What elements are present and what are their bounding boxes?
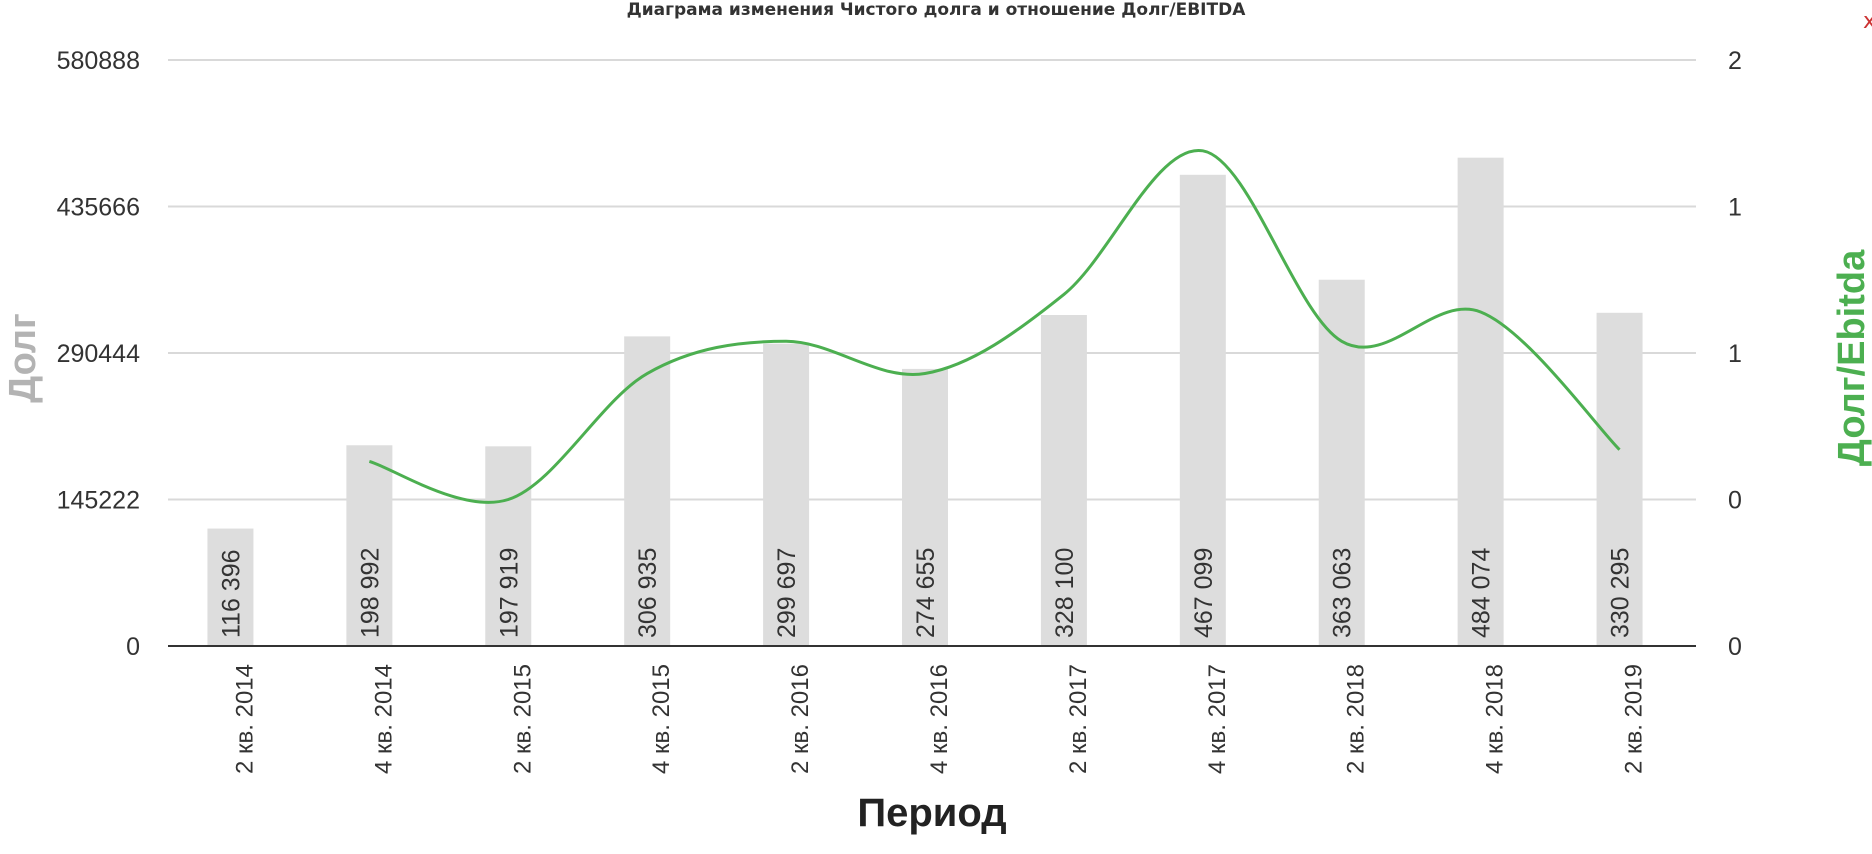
ratio-line [368, 149, 1621, 504]
y2-tick-label: 0 [1728, 487, 1742, 515]
x-tick-label: 4 кв. 2015 [648, 664, 675, 774]
x-tick-label: 4 кв. 2014 [370, 664, 397, 774]
bar-value-label: 330 295 [1607, 548, 1635, 638]
bar-value-label: 299 697 [773, 548, 801, 638]
x-tick-label: 4 кв. 2016 [926, 664, 953, 774]
x-tick-label: 2 кв. 2017 [1065, 664, 1092, 774]
y-tick-label: 290444 [57, 340, 141, 368]
y2-tick-label: 1 [1728, 194, 1742, 222]
x-tick-label: 4 кв. 2017 [1204, 664, 1231, 774]
y-tick-label: 0 [126, 633, 140, 661]
y2-tick-label: 2 [1728, 47, 1742, 75]
y-axis-right-ticks: 0 0 1 1 2 [1728, 47, 1742, 661]
bar-value-label: 328 100 [1051, 548, 1079, 638]
bar [1179, 174, 1226, 646]
y-axis-right-label: Долг/Ebitda [1831, 249, 1872, 466]
x-tick-label: 2 кв. 2018 [1343, 664, 1370, 774]
y-tick-label: 145222 [57, 487, 140, 515]
bar [624, 336, 671, 646]
y-axis-left-ticks: 0 145222 290444 435666 580888 [57, 47, 141, 661]
bar [485, 446, 532, 646]
x-tick-label: 2 кв. 2019 [1621, 664, 1648, 774]
bar-value-label: 116 396 [217, 549, 245, 638]
chart-title: Диаграма изменения Чистого долга и отнош… [627, 0, 1247, 20]
bar-value-label: 484 074 [1468, 548, 1496, 638]
y-axis-left-label: Долг [2, 313, 44, 403]
bar-value-label: 363 063 [1329, 548, 1357, 638]
bar-value-label: 197 919 [495, 548, 523, 638]
close-icon[interactable]: x [1863, 9, 1872, 34]
bar [207, 528, 254, 646]
x-tick-label: 2 кв. 2014 [231, 664, 258, 774]
bar-value-label: 274 655 [912, 548, 940, 638]
y-tick-label: 435666 [57, 194, 140, 222]
bar-value-label: 306 935 [634, 548, 662, 638]
x-tick-label: 2 кв. 2015 [509, 664, 536, 774]
x-axis-ticks: 2 кв. 2014 4 кв. 2014 2 кв. 2015 4 кв. 2015… [231, 664, 1647, 774]
bar [1457, 157, 1504, 646]
x-tick-label: 2 кв. 2016 [787, 664, 814, 774]
bar-value-label: 467 099 [1190, 548, 1218, 638]
y2-tick-label: 1 [1728, 340, 1742, 368]
bar [763, 343, 810, 646]
y2-tick-label: 0 [1728, 633, 1742, 661]
bar [1596, 312, 1643, 646]
bar-value-labels: 116 396 198 992 197 919 306 935 299 697 274 6… [217, 548, 1634, 638]
bar-value-label: 198 992 [356, 548, 384, 638]
x-tick-label: 4 кв. 2018 [1482, 664, 1509, 774]
x-axis-label: Период [857, 791, 1006, 835]
bar [1040, 315, 1087, 646]
y-tick-label: 580888 [57, 47, 140, 75]
bar-series [207, 157, 1643, 646]
bar [902, 368, 948, 646]
bar [346, 445, 393, 646]
